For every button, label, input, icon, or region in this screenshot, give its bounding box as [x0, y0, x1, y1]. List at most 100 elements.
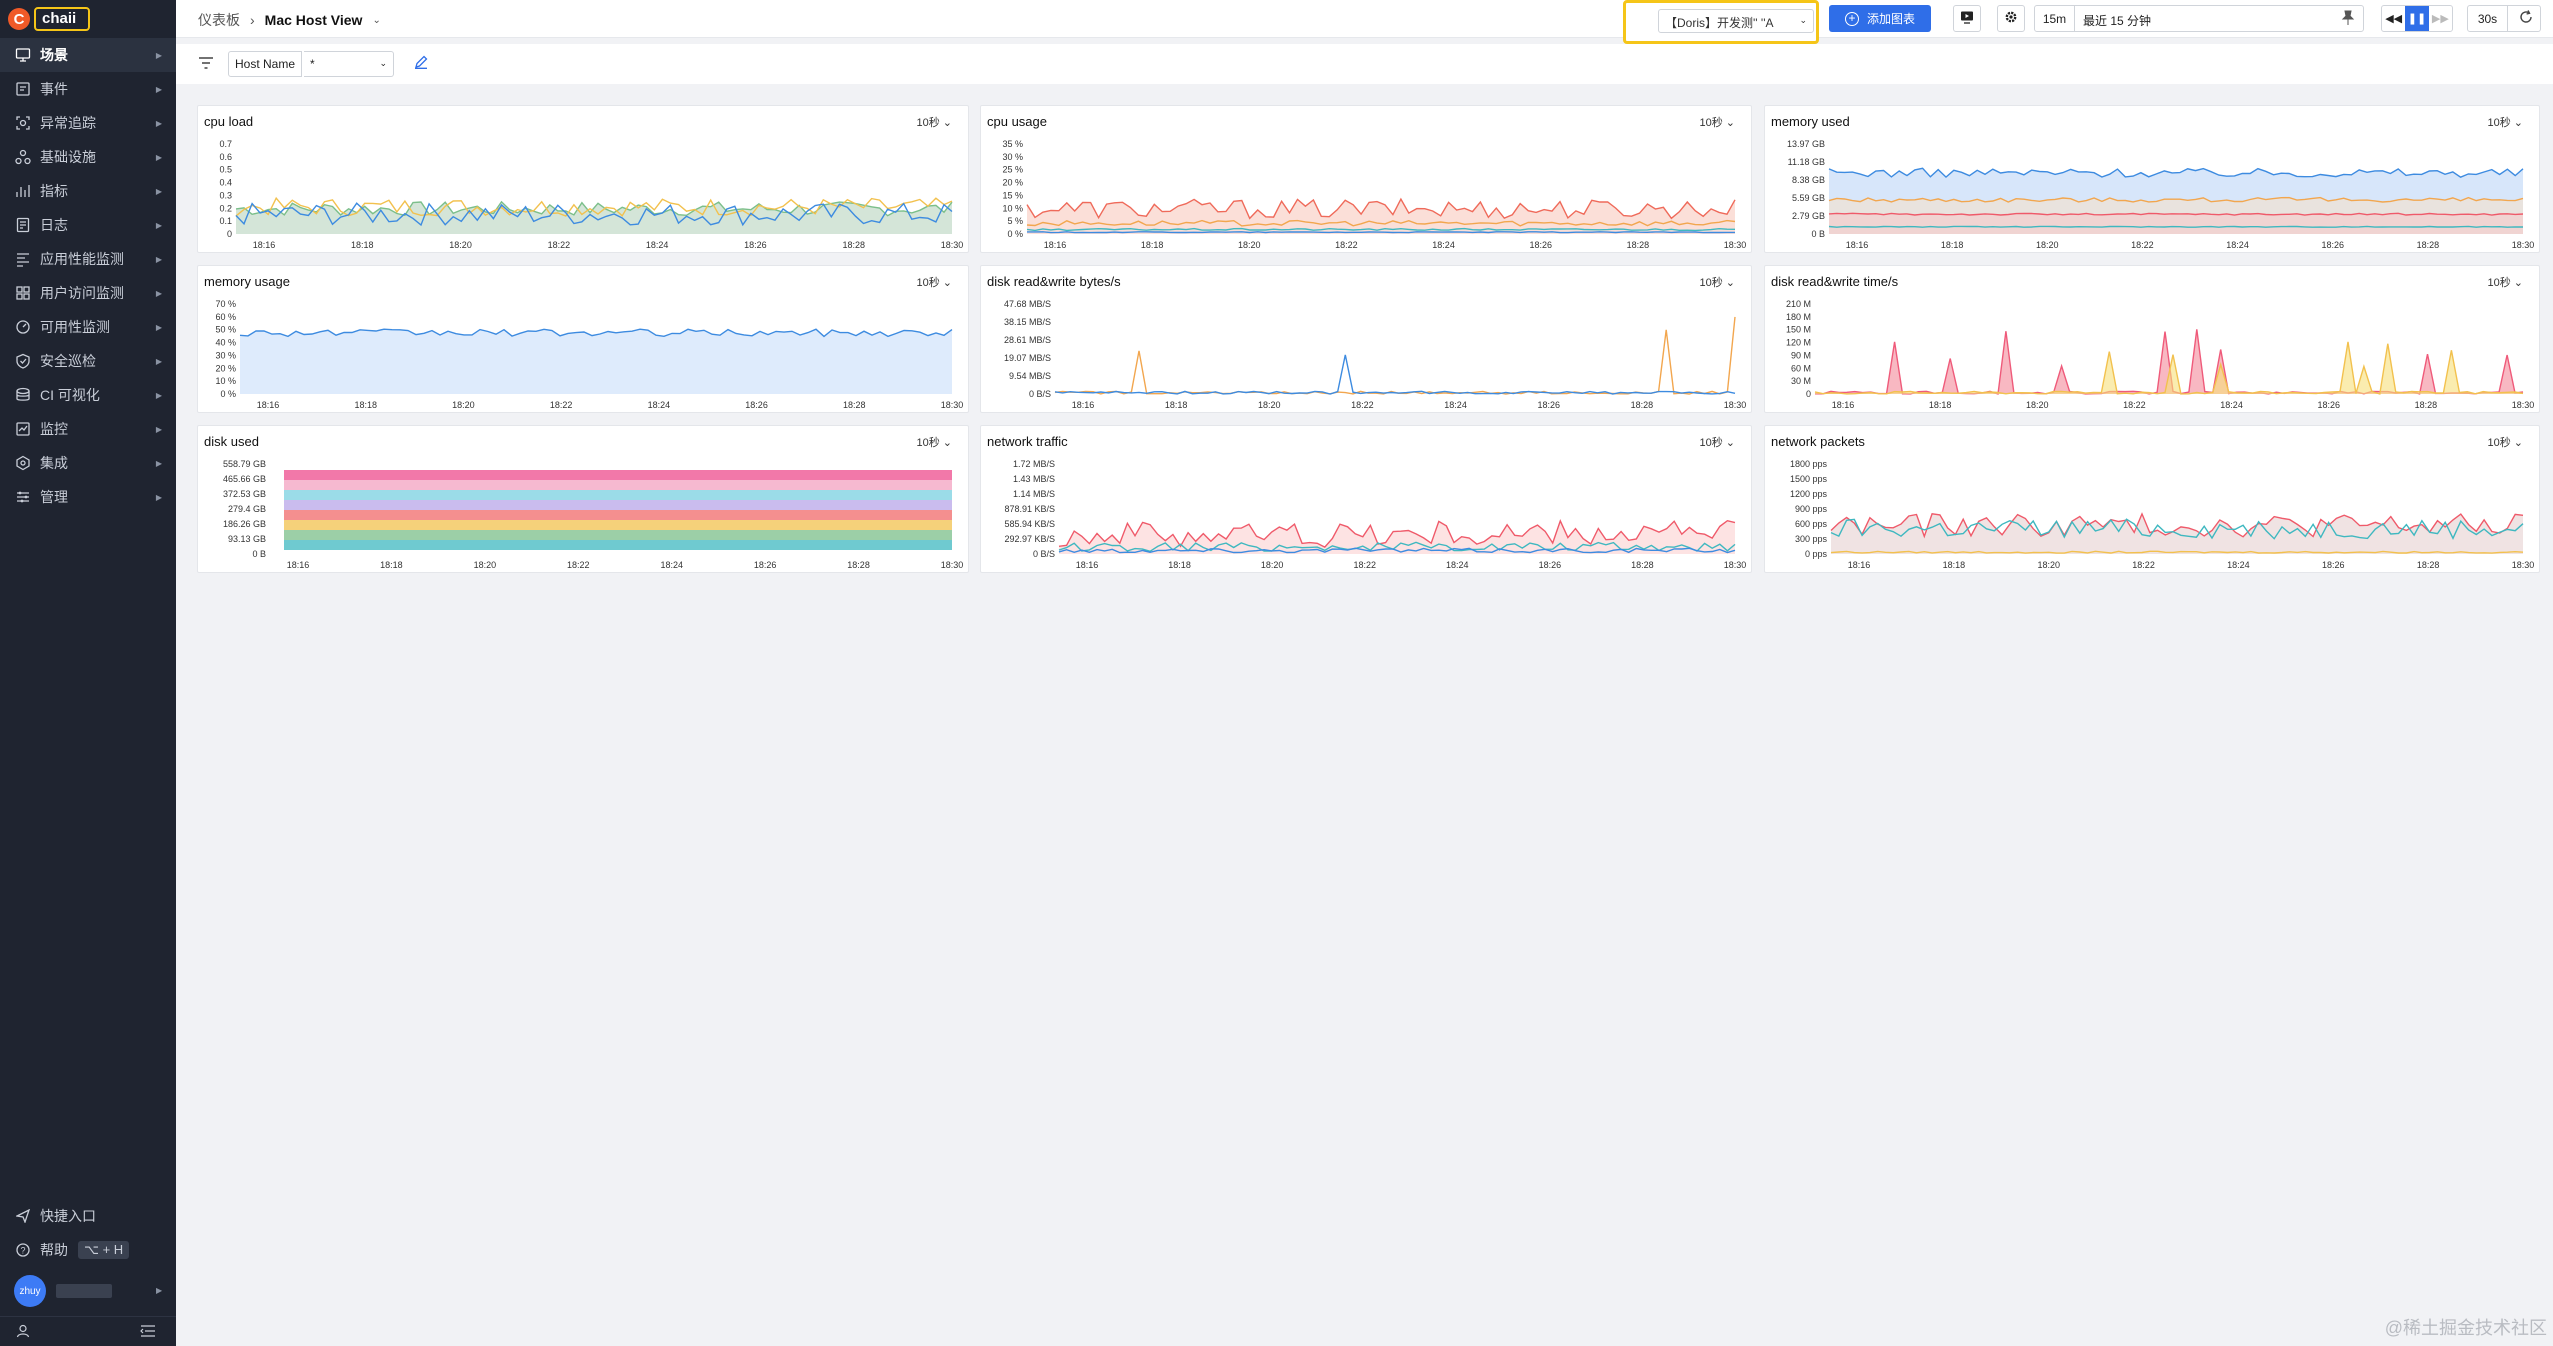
fullscreen-play-button[interactable] — [1953, 5, 1981, 32]
sidebar-item-shortcut[interactable]: 快捷入口 — [0, 1199, 176, 1233]
sidebar-footer — [0, 1316, 176, 1346]
shield-icon — [14, 352, 32, 370]
x-tick-label: 18:22 — [2132, 560, 2155, 570]
user-icon[interactable] — [16, 1324, 30, 1343]
sidebar-item-13[interactable]: 管理 ▶ — [0, 480, 176, 514]
add-chart-button[interactable]: + 添加图表 — [1829, 5, 1931, 32]
panel-interval-select[interactable]: 10秒 ⌄ — [2487, 434, 2523, 450]
x-tick-label: 18:22 — [567, 560, 590, 570]
sidebar-item-3[interactable]: 基础设施 ▶ — [0, 140, 176, 174]
panel-interval-select[interactable]: 10秒 ⌄ — [1699, 274, 1735, 290]
chevron-down-icon: ⌄ — [1799, 15, 1807, 25]
datasource-select[interactable]: 【Doris】开发测'' ''A ⌄ — [1658, 9, 1814, 33]
series-line — [1058, 547, 1736, 554]
series-band — [284, 490, 952, 500]
sidebar-item-8[interactable]: 可用性监测 ▶ — [0, 310, 176, 344]
panel-memory-used[interactable]: 13.97 GB 11.18 GB 8.38 GB 5.59 GB 2.79 GB 0 B… — [1764, 105, 2540, 253]
scan-icon — [14, 114, 32, 132]
x-tick-label: 18:30 — [941, 240, 964, 250]
x-tick-label: 18:22 — [548, 240, 571, 250]
chevron-right-icon: ▶ — [155, 424, 162, 434]
datasource-value: 【Doris】开发测'' ''A — [1665, 16, 1774, 30]
x-tick-label: 18:16 — [1846, 240, 1869, 250]
forward-icon[interactable]: ▶▶ — [2431, 13, 2449, 25]
refresh-icon[interactable] — [2518, 9, 2534, 28]
x-tick-label: 18:28 — [2417, 240, 2440, 250]
panel-cpu-usage[interactable]: 35 % 30 % 25 % 20 % 15 % 10 % 5 % 0 % 18:16 18:18… — [980, 105, 1752, 253]
series-line — [1828, 167, 2524, 179]
series-line — [239, 328, 953, 338]
help-icon: ? — [14, 1241, 32, 1259]
infrastructure-icon — [14, 148, 32, 166]
sidebar-item-label: 场景 — [40, 47, 68, 63]
y-tick-label: 40 % — [215, 338, 236, 348]
sidebar-item-label: 安全巡检 — [40, 353, 96, 369]
panel-interval-select[interactable]: 10秒 ⌄ — [1699, 434, 1735, 450]
y-tick-label: 0.3 — [219, 190, 232, 200]
chevron-down-icon[interactable]: ⌄ — [372, 14, 381, 26]
panel-disk-rw-bytes[interactable]: 47.68 MB/S 38.15 MB/S 28.61 MB/S 19.07 MB/S… — [980, 265, 1752, 413]
sidebar-item-7[interactable]: 用户访问监测 ▶ — [0, 276, 176, 310]
panel-interval-select[interactable]: 10秒 ⌄ — [2487, 114, 2523, 130]
sidebar-item-0[interactable]: 场景 ▶ — [0, 38, 176, 72]
time-range-picker[interactable]: 15m 最近 15 分钟 — [2034, 5, 2364, 32]
sidebar-item-12[interactable]: 集成 ▶ — [0, 446, 176, 480]
sidebar-item-10[interactable]: CI 可视化 ▶ — [0, 378, 176, 412]
panel-interval-select[interactable]: 10秒 ⌄ — [1699, 114, 1735, 130]
y-tick-label: 1.43 MB/S — [1013, 474, 1055, 484]
series-line — [1026, 197, 1736, 220]
x-tick-label: 18:26 — [745, 400, 768, 410]
panel-network-packets[interactable]: 1800 pps 1500 pps 1200 pps 900 pps 600 pps 30… — [1764, 425, 2540, 573]
panel-memory-usage[interactable]: 70 % 60 % 50 % 40 % 30 % 20 % 10 % 0 % 18:16 18:1… — [197, 265, 969, 413]
x-tick-label: 18:22 — [550, 400, 573, 410]
panel-interval-select[interactable]: 10秒 ⌄ — [916, 114, 952, 130]
sidebar-item-9[interactable]: 安全巡检 ▶ — [0, 344, 176, 378]
y-tick-label: 5.59 GB — [1792, 193, 1825, 203]
y-tick-label: 11.18 GB — [1788, 157, 1825, 167]
add-chart-label: 添加图表 — [1866, 12, 1915, 26]
sidebar-item-1[interactable]: 事件 ▶ — [0, 72, 176, 106]
host-name-select[interactable]: * ⌄ — [304, 51, 394, 77]
panel-disk-used[interactable]: 558.79 GB 465.66 GB 372.53 GB 279.4 GB 186.2… — [197, 425, 969, 573]
user-menu[interactable]: zhuy ▶ — [14, 1275, 162, 1307]
panel-interval-value: 10秒 — [916, 277, 940, 289]
sidebar-item-help[interactable]: ? 帮助 ⌥ + H — [0, 1233, 176, 1267]
sidebar-item-4[interactable]: 指标 ▶ — [0, 174, 176, 208]
settings-button[interactable] — [1997, 5, 2025, 32]
x-tick-label: 18:26 — [754, 560, 777, 570]
sidebar-item-5[interactable]: 日志 ▶ — [0, 208, 176, 242]
y-tick-label: 0.5 — [219, 165, 232, 175]
rewind-icon[interactable]: ◀◀ — [2385, 13, 2403, 25]
chevron-right-icon: ▶ — [155, 220, 162, 230]
panel-interval-select[interactable]: 10秒 ⌄ — [2487, 274, 2523, 290]
sidebar-item-2[interactable]: 异常追踪 ▶ — [0, 106, 176, 140]
panel-chart: 210 M 180 M 150 M 120 M 90 M 60 M 30 M 0 18:16 18… — [1786, 299, 2534, 410]
monitor-icon — [14, 46, 32, 64]
panel-interval-select[interactable]: 10秒 ⌄ — [916, 274, 952, 290]
y-tick-label: 210 M — [1786, 299, 1811, 309]
sidebar-item-6[interactable]: 应用性能监测 ▶ — [0, 242, 176, 276]
pin-icon[interactable] — [2341, 10, 2355, 29]
pause-icon[interactable]: ❚❚ — [2405, 6, 2429, 31]
edit-icon[interactable] — [414, 55, 428, 74]
y-tick-label: 0 B/S — [1033, 549, 1055, 559]
sidebar-item-11[interactable]: 监控 ▶ — [0, 412, 176, 446]
datasource-highlight: 【Doris】开发测'' ''A ⌄ — [1623, 0, 1819, 44]
chevron-down-icon: ⌄ — [942, 437, 952, 449]
logo[interactable]: C chaii — [8, 6, 91, 32]
x-tick-label: 18:26 — [2322, 560, 2345, 570]
panel-network-traffic[interactable]: 1.72 MB/S 1.43 MB/S 1.14 MB/S 878.91 KB/S 58… — [980, 425, 1752, 573]
panel-interval-value: 10秒 — [1699, 277, 1723, 289]
y-tick-label: 0 B — [1811, 229, 1825, 239]
y-tick-label: 585.94 KB/S — [1004, 519, 1055, 529]
refresh-interval[interactable]: 30s — [2468, 6, 2508, 31]
filter-icon[interactable] — [198, 56, 214, 75]
series-line — [1828, 212, 2524, 216]
breadcrumb-root[interactable]: 仪表板 — [198, 12, 240, 28]
collapse-sidebar-icon[interactable] — [140, 1324, 156, 1343]
quick-range[interactable]: 15m — [2035, 6, 2075, 31]
panel-cpu-load[interactable]: 0.7 0.6 0.5 0.4 0.3 0.2 0.1 0 18:16 18:18 18:20 18:… — [197, 105, 969, 253]
panel-interval-select[interactable]: 10秒 ⌄ — [916, 434, 952, 450]
x-tick-label: 18:30 — [1724, 560, 1747, 570]
panel-disk-rw-time[interactable]: 210 M 180 M 150 M 120 M 90 M 60 M 30 M 0 18:16 18… — [1764, 265, 2540, 413]
